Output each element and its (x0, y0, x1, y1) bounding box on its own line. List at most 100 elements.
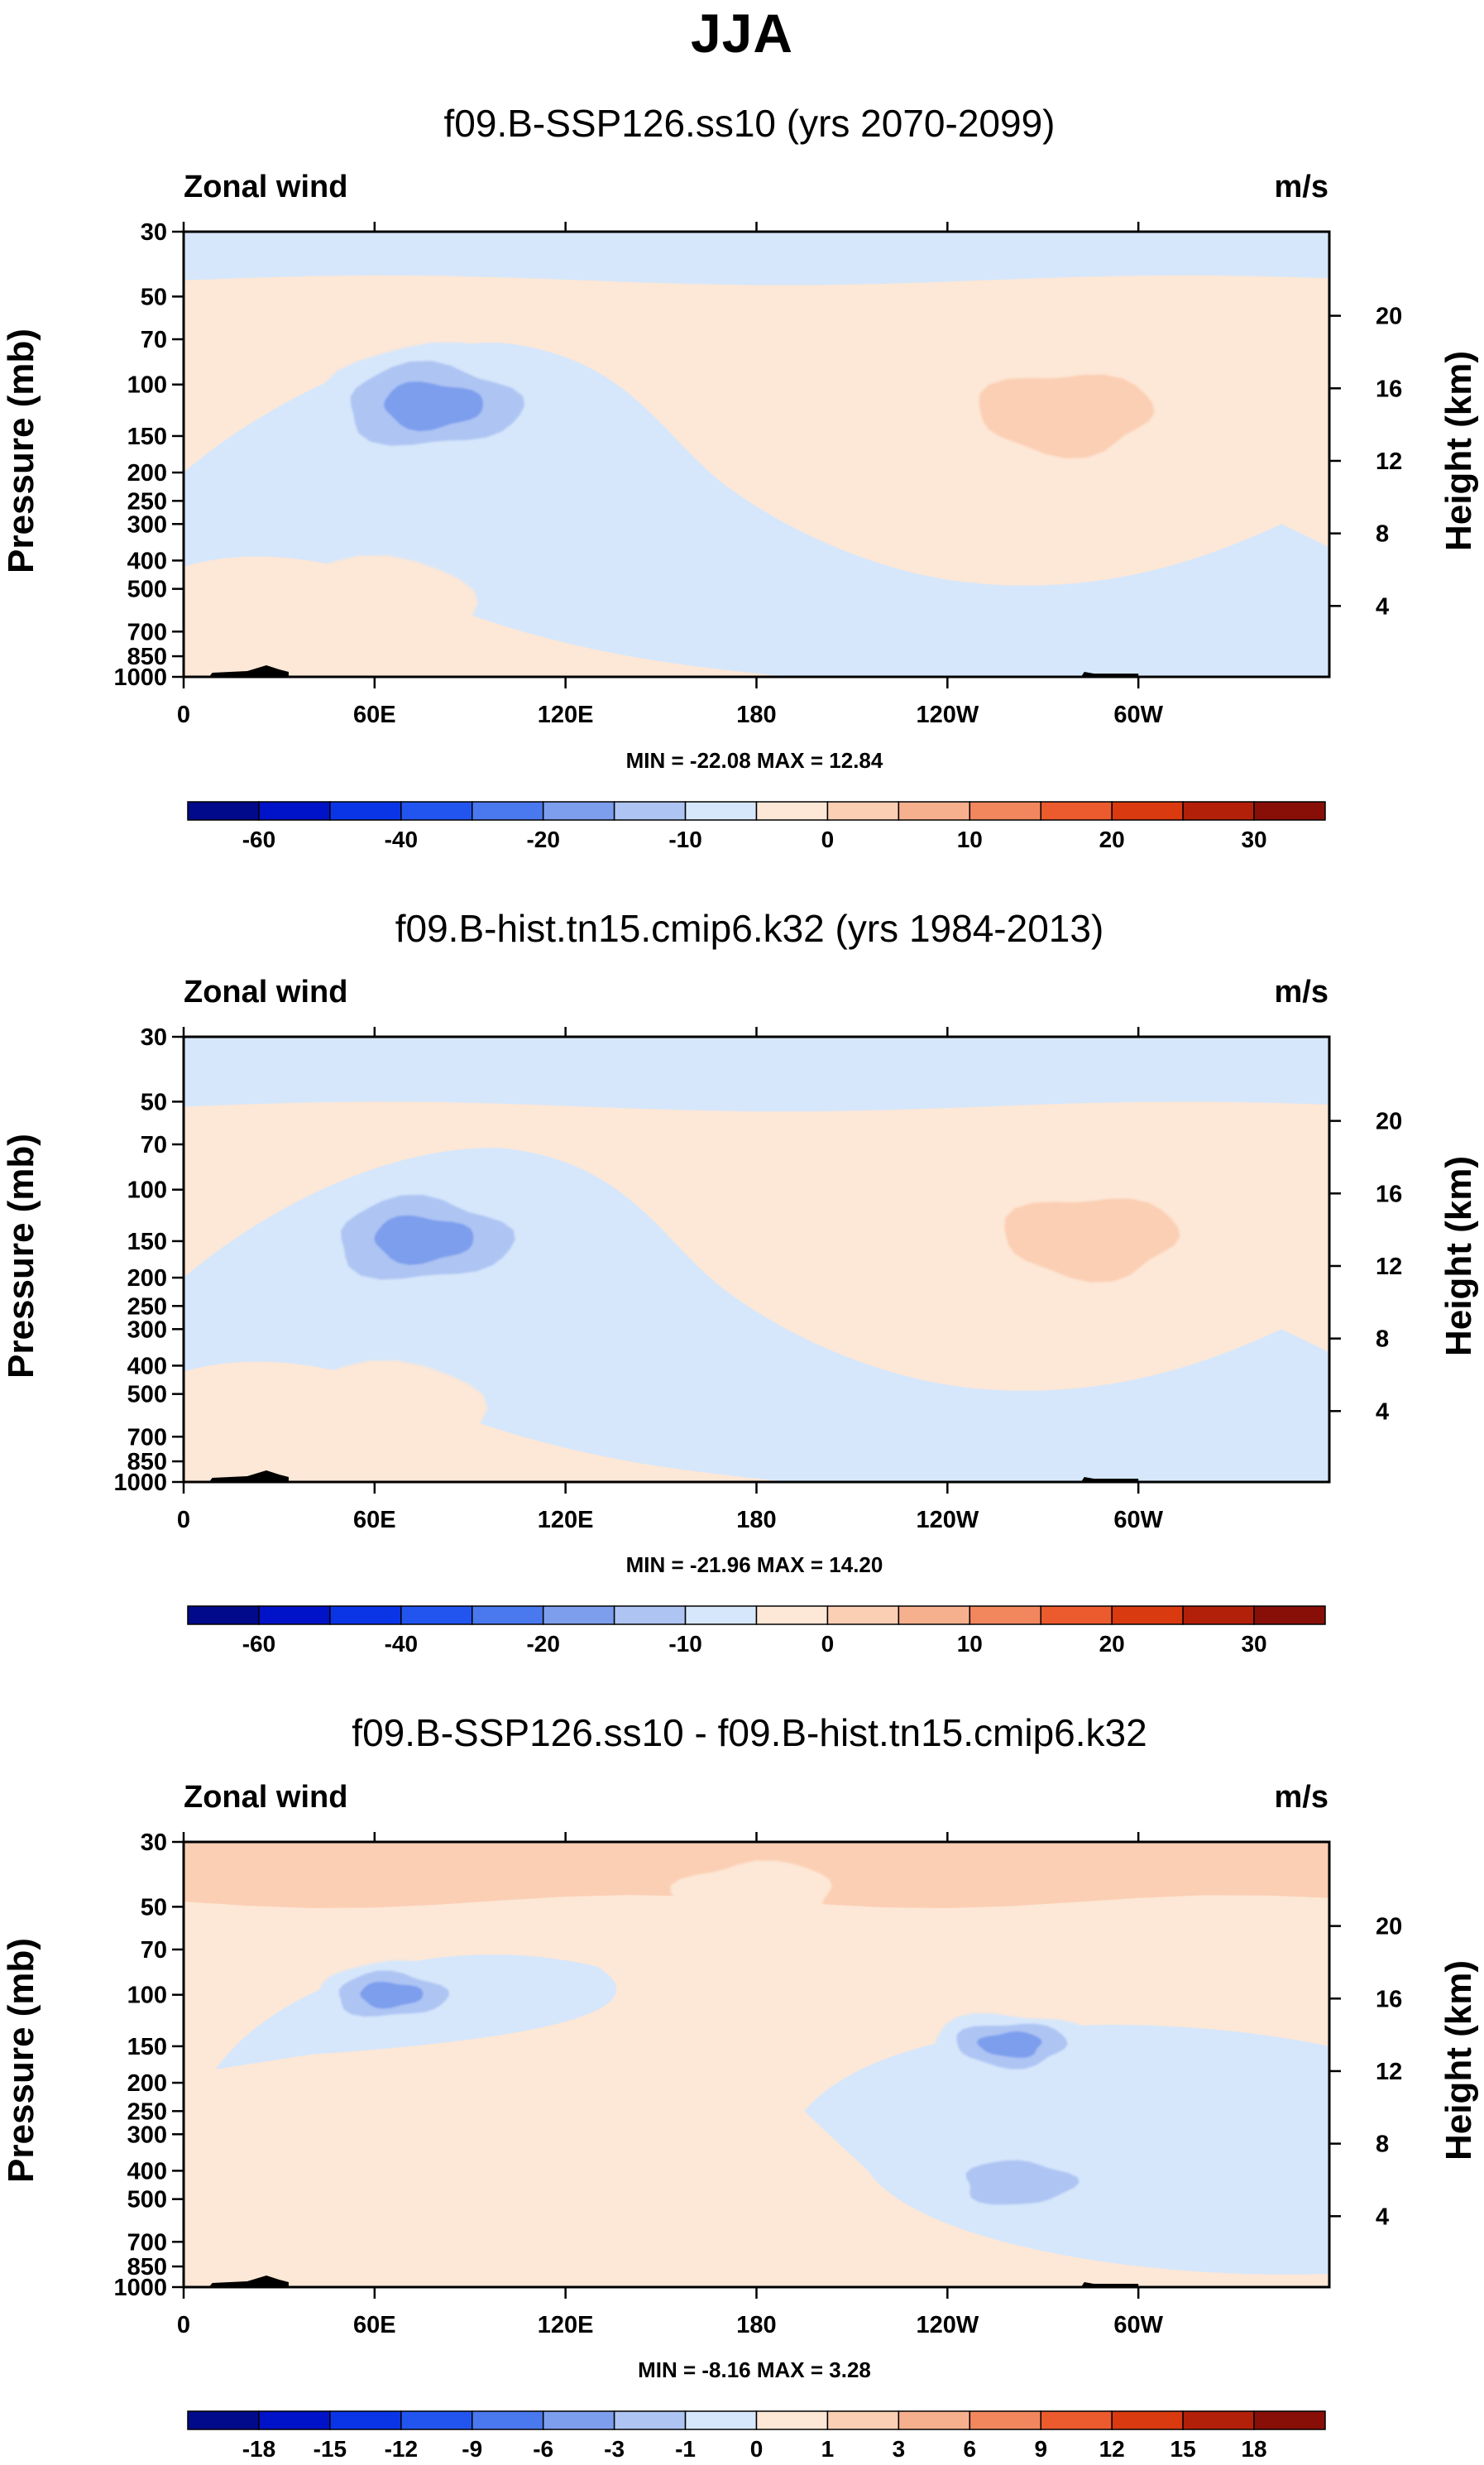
y-tick-label: 100 (127, 1983, 167, 2009)
colorbar-swatch (542, 801, 615, 821)
colorbar-label: 15 (1170, 2436, 1196, 2461)
x-tick-label: 60E (353, 702, 396, 728)
colorbar-label: -3 (604, 2436, 625, 2461)
y-tick-label: 30 (141, 1830, 167, 1856)
y-tick-label: 150 (127, 424, 167, 450)
colorbar-swatch (542, 2410, 615, 2430)
right-axis-label: Height (km) (1439, 1960, 1479, 2160)
y-tick-label: 100 (127, 372, 167, 399)
colorbar-swatch (1182, 2410, 1255, 2430)
colorbar-swatch (826, 2410, 900, 2430)
panel-2: f09.B-hist.tn15.cmip6.k32 (yrs 1984-2013… (1, 907, 1479, 1657)
colorbar-swatch (1111, 1605, 1184, 1625)
y-axis-label: Pressure (mb) (1, 1938, 41, 2183)
colorbar-swatch (472, 801, 544, 821)
colorbar-label: 30 (1241, 827, 1266, 852)
colorbar-swatch (969, 801, 1041, 821)
colorbar-label: 12 (1099, 2436, 1125, 2461)
colorbar-swatch (969, 2410, 1041, 2430)
colorbar-swatch (755, 1605, 829, 1625)
contour-plot (184, 1037, 1329, 1482)
right-tick-label: 16 (1376, 1181, 1402, 1207)
colorbar-label: 9 (1034, 2436, 1047, 2461)
colorbar-swatch (826, 801, 900, 821)
right-tick-label: 12 (1376, 2059, 1402, 2085)
y-tick-label: 150 (127, 1229, 167, 1255)
colorbar-swatch (755, 801, 829, 821)
right-tick-label: 20 (1376, 1914, 1402, 1940)
colorbar-label: 3 (893, 2436, 906, 2461)
colorbar-swatch (1182, 1605, 1255, 1625)
contour-level-pos (232, 1360, 488, 1480)
variable-label: Zonal wind (184, 975, 347, 1009)
contour-level-pos (670, 1860, 832, 1925)
y-tick-label: 70 (141, 327, 167, 353)
colorbar-label: -9 (462, 2436, 482, 2461)
colorbar-label: 0 (750, 2436, 764, 2461)
y-tick-label: 1000 (113, 2275, 167, 2301)
y-tick-label: 300 (127, 511, 167, 538)
min-max-label: MIN = -8.16 MAX = 3.28 (638, 2357, 871, 2382)
y-tick-label: 50 (141, 1089, 167, 1115)
right-tick-label: 8 (1376, 521, 1389, 548)
y-tick-label: 50 (141, 284, 167, 310)
variable-label: Zonal wind (184, 170, 347, 204)
x-tick-label: 60E (353, 2312, 396, 2338)
colorbar-swatch (1040, 801, 1113, 821)
panel-1: f09.B-SSP126.ss10 (yrs 2070-2099) Zonal … (1, 102, 1479, 852)
y-tick-label: 500 (127, 1382, 167, 1408)
contour-level-neg (383, 381, 483, 432)
colorbar: -18 -15 -12 -9 -6 -3 -1 0 1 3 6 9 12 15 18 (187, 2410, 1326, 2462)
contour-plot (184, 232, 1329, 677)
y-tick-label: 400 (127, 2158, 167, 2184)
right-tick-label: 16 (1376, 376, 1402, 402)
units-label: m/s (1275, 1780, 1328, 1815)
colorbar-swatch (969, 1605, 1041, 1625)
contour-fill-neg (184, 232, 1329, 285)
units-label: m/s (1275, 975, 1328, 1009)
contour-level-pos (979, 374, 1155, 458)
contour-level-pos (1004, 1198, 1180, 1283)
colorbar-swatch (400, 801, 473, 821)
contour-plot (184, 1842, 1329, 2287)
colorbar-label: -10 (668, 1631, 701, 1657)
colorbar-swatch (1111, 801, 1184, 821)
y-tick-label: 50 (141, 1894, 167, 1921)
y-tick-label: 70 (141, 1132, 167, 1158)
right-tick-label: 8 (1376, 2132, 1389, 2158)
colorbar-swatch (400, 1605, 473, 1625)
colorbar-label: -40 (385, 827, 418, 852)
y-tick-label: 700 (127, 619, 167, 645)
x-tick-label: 0 (177, 2312, 190, 2338)
right-tick-label: 12 (1376, 1254, 1402, 1280)
colorbar-swatch (898, 1605, 971, 1625)
y-tick-label: 70 (141, 1937, 167, 1964)
colorbar-label: -18 (242, 2436, 275, 2461)
y-tick-label: 300 (127, 1316, 167, 1343)
colorbar-swatch (1040, 1605, 1113, 1625)
units-label: m/s (1275, 170, 1328, 204)
contour-level-neg (360, 1982, 424, 2009)
right-tick-label: 12 (1376, 448, 1402, 475)
colorbar-swatch (258, 2410, 331, 2430)
contour-level-neg (976, 2031, 1042, 2058)
colorbar-swatch (613, 801, 687, 821)
colorbar-swatch (258, 801, 331, 821)
x-tick-label: 120W (916, 702, 979, 728)
x-tick-label: 0 (177, 702, 190, 728)
x-tick-label: 120W (916, 1507, 979, 1533)
colorbar-swatch (542, 1605, 615, 1625)
right-tick-label: 20 (1376, 304, 1402, 330)
colorbar: -60 -40 -20 -10 0 10 20 30 (187, 801, 1326, 852)
y-axis-label: Pressure (mb) (1, 1134, 41, 1379)
contour-level-neg (854, 1390, 1118, 1482)
x-tick-label: 120E (538, 2312, 594, 2338)
contour-level-neg (374, 1215, 474, 1265)
x-tick-label: 180 (736, 2312, 776, 2338)
y-tick-label: 250 (127, 1293, 167, 1320)
colorbar-swatch (472, 1605, 544, 1625)
colorbar-label: -12 (385, 2436, 418, 2461)
colorbar-swatch (187, 801, 260, 821)
colorbar-label: -20 (526, 1631, 559, 1657)
